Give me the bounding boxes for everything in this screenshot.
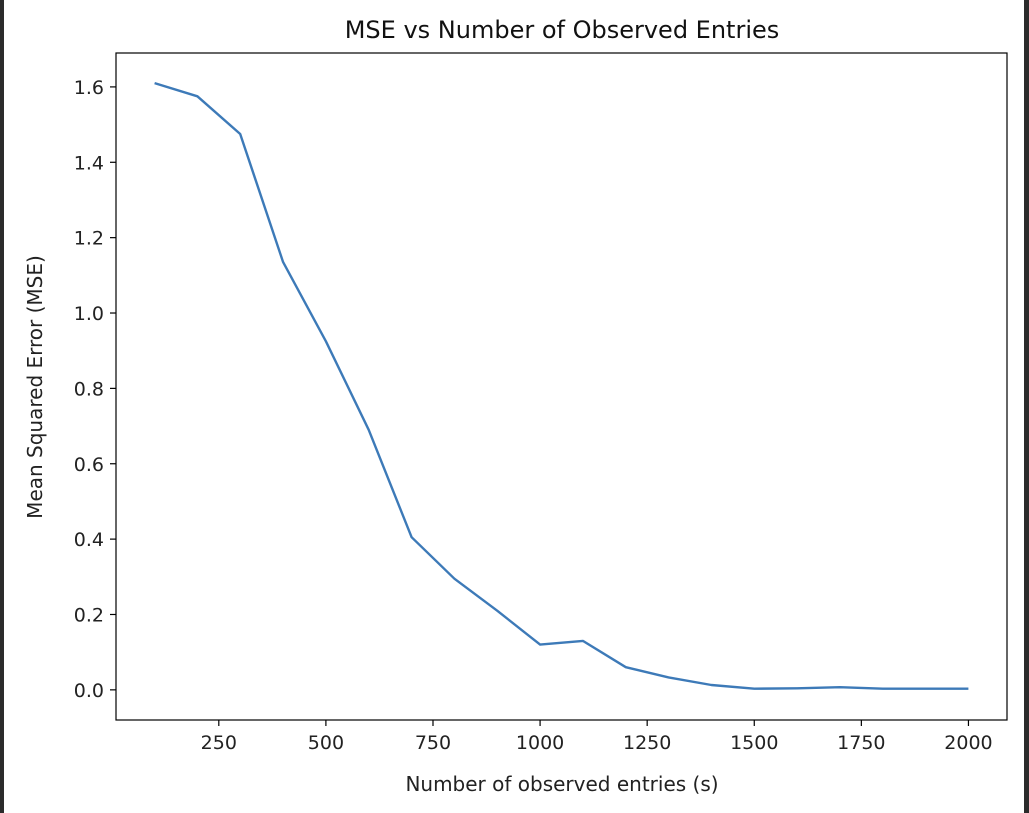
- chart-title: MSE vs Number of Observed Entries: [345, 16, 780, 44]
- y-tick-label: 1.6: [74, 77, 104, 99]
- y-axis-ticks: 0.0 0.2 0.4 0.6 0.8 1.0 1.2 1.4 1.6: [74, 77, 116, 702]
- y-tick-label: 1.2: [74, 228, 104, 250]
- y-tick-label: 0.4: [74, 529, 104, 551]
- x-tick-label: 1000: [516, 732, 564, 754]
- y-tick-label: 0.0: [74, 680, 104, 702]
- mse-series-line: [154, 81, 969, 690]
- x-tick-label: 1750: [837, 732, 885, 754]
- x-tick-label: 2000: [944, 732, 992, 754]
- y-tick-label: 0.8: [74, 378, 104, 400]
- x-axis-label: Number of observed entries (s): [405, 772, 718, 796]
- x-tick-label: 1250: [623, 732, 671, 754]
- x-axis-ticks: 250 500 750 1000 1250 1500 1750 2000: [201, 720, 993, 754]
- x-tick-label: 750: [415, 732, 451, 754]
- x-tick-label: 500: [308, 732, 344, 754]
- y-tick-label: 0.6: [74, 454, 104, 476]
- y-axis-label: Mean Squared Error (MSE): [23, 255, 47, 519]
- y-tick-label: 1.0: [74, 303, 104, 325]
- mse-line-chart: MSE vs Number of Observed Entries 250 500…: [23, 16, 1008, 796]
- plot-frame: [115, 52, 1008, 721]
- figure: MSE vs Number of Observed Entries 250 500…: [4, 0, 1024, 813]
- x-tick-label: 1500: [730, 732, 778, 754]
- y-tick-label: 0.2: [74, 604, 104, 626]
- x-tick-label: 250: [201, 732, 237, 754]
- y-tick-label: 1.4: [74, 152, 104, 174]
